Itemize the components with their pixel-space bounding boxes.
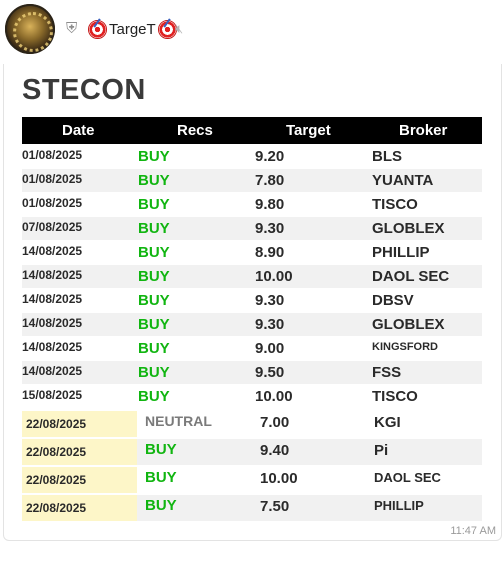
table-header: Date Recs Target Broker — [22, 117, 482, 144]
cell-target: 9.80 — [255, 196, 285, 213]
cell-rec: BUY — [138, 220, 170, 237]
cell-date: 22/08/2025 — [26, 417, 87, 431]
table-row: 01/08/2025 BUY 9.80 TISCO — [22, 193, 482, 216]
table-row: 22/08/2025 BUY 10.00 DAOL SEC — [22, 467, 482, 493]
cell-date: 22/08/2025 — [26, 445, 87, 459]
cell-rec: BUY — [138, 364, 170, 381]
cell-rec: BUY — [138, 316, 170, 333]
table-row: 14/08/2025 BUY 9.00 KINGSFORD — [22, 337, 482, 360]
highlight-cell — [22, 439, 137, 465]
cell-broker: TISCO — [372, 196, 418, 213]
table-row: 15/08/2025 BUY 10.00 TISCO — [22, 385, 482, 408]
cell-rec: BUY — [138, 148, 170, 165]
cell-target: 9.00 — [255, 340, 285, 357]
cell-target: 9.30 — [255, 292, 285, 309]
table-row: 14/08/2025 BUY 9.30 DBSV — [22, 289, 482, 312]
cell-date: 01/08/2025 — [22, 196, 83, 210]
cell-date: 14/08/2025 — [22, 340, 83, 354]
cell-rec: BUY — [138, 292, 170, 309]
cell-rec: BUY — [145, 469, 177, 486]
cell-date: 01/08/2025 — [22, 148, 83, 162]
table-row: 07/08/2025 BUY 9.30 GLOBLEX — [22, 217, 482, 240]
cell-target: 7.00 — [260, 414, 290, 431]
message-card: STECON Date Recs Target Broker 01/08/202… — [3, 64, 502, 541]
cell-target: 7.80 — [255, 172, 285, 189]
cell-rec: NEUTRAL — [145, 413, 212, 429]
direct-hit-emoji-icon — [88, 19, 107, 39]
chat-header: ⛨ TargeT 🔇︎ — [0, 0, 504, 62]
cell-target: 10.00 — [255, 268, 293, 285]
table-row: 22/08/2025 BUY 9.40 Pi — [22, 439, 482, 465]
cell-rec: BUY — [145, 497, 177, 514]
cell-date: 14/08/2025 — [22, 364, 83, 378]
table-row: 22/08/2025 BUY 7.50 PHILLIP — [22, 495, 482, 521]
table-row: 14/08/2025 BUY 9.30 GLOBLEX — [22, 313, 482, 336]
cell-broker: Pi — [374, 442, 389, 459]
table-row: 01/08/2025 BUY 9.20 BLS — [22, 145, 482, 168]
cell-target: 8.90 — [255, 244, 285, 261]
cell-broker: DAOL SEC — [372, 268, 450, 285]
channel-avatar[interactable] — [5, 4, 55, 54]
cell-target: 9.30 — [255, 316, 285, 333]
cell-broker: GLOBLEX — [372, 316, 445, 333]
cell-broker: DAOL SEC — [374, 470, 441, 485]
cell-date: 22/08/2025 — [26, 501, 87, 515]
cell-broker: DBSV — [372, 292, 414, 309]
cell-rec: BUY — [145, 441, 177, 458]
cell-broker: PHILLIP — [372, 244, 430, 261]
cell-rec: BUY — [138, 244, 170, 261]
cell-broker: GLOBLEX — [372, 220, 445, 237]
table-row: 01/08/2025 BUY 7.80 YUANTA — [22, 169, 482, 192]
cell-date: 14/08/2025 — [22, 316, 83, 330]
col-date: Date — [62, 122, 95, 139]
cell-date: 14/08/2025 — [22, 244, 83, 258]
highlight-cell — [22, 495, 137, 521]
table-row: 22/08/2025 NEUTRAL 7.00 KGI — [22, 411, 482, 437]
speaker-muted-icon[interactable]: 🔇︎ — [175, 21, 184, 36]
shield-icon: ⛨ — [66, 20, 78, 37]
table-row: 14/08/2025 BUY 10.00 DAOL SEC — [22, 265, 482, 288]
cell-broker: BLS — [372, 148, 402, 165]
highlight-cell — [22, 411, 137, 437]
cell-target: 7.50 — [260, 498, 290, 515]
table-row: 14/08/2025 BUY 9.50 FSS — [22, 361, 482, 384]
col-broker: Broker — [399, 122, 448, 139]
cell-date: 01/08/2025 — [22, 172, 83, 186]
cell-rec: BUY — [138, 172, 170, 189]
message-time: 11:47 AM — [450, 525, 496, 537]
cell-target: 10.00 — [260, 470, 298, 487]
cell-rec: BUY — [138, 196, 170, 213]
cell-target: 9.30 — [255, 220, 285, 237]
table-row: 14/08/2025 BUY 8.90 PHILLIP — [22, 241, 482, 264]
direct-hit-emoji-icon — [157, 19, 177, 39]
cell-broker: KGI — [374, 414, 401, 431]
cell-broker: FSS — [372, 364, 402, 381]
highlight-cell — [22, 467, 137, 493]
cell-broker: TISCO — [372, 388, 418, 405]
cell-date: 14/08/2025 — [22, 292, 83, 306]
channel-title[interactable]: TargeT — [88, 19, 177, 39]
cell-rec: BUY — [138, 268, 170, 285]
cell-broker: PHILLIP — [374, 498, 424, 513]
cell-target: 9.20 — [255, 148, 285, 165]
cell-date: 07/08/2025 — [22, 220, 83, 234]
stock-title: STECON — [22, 74, 146, 106]
cell-date: 14/08/2025 — [22, 268, 83, 282]
col-recs: Recs — [177, 122, 213, 139]
cell-target: 9.50 — [255, 364, 285, 381]
channel-name: TargeT — [109, 20, 156, 38]
cell-rec: BUY — [138, 340, 170, 357]
col-target: Target — [286, 122, 331, 139]
cell-date: 15/08/2025 — [22, 388, 83, 402]
cell-target: 10.00 — [255, 388, 293, 405]
cell-broker: YUANTA — [372, 172, 434, 189]
cell-date: 22/08/2025 — [26, 473, 87, 487]
cell-rec: BUY — [138, 388, 170, 405]
cell-target: 9.40 — [260, 442, 290, 459]
cell-broker: KINGSFORD — [372, 341, 438, 353]
